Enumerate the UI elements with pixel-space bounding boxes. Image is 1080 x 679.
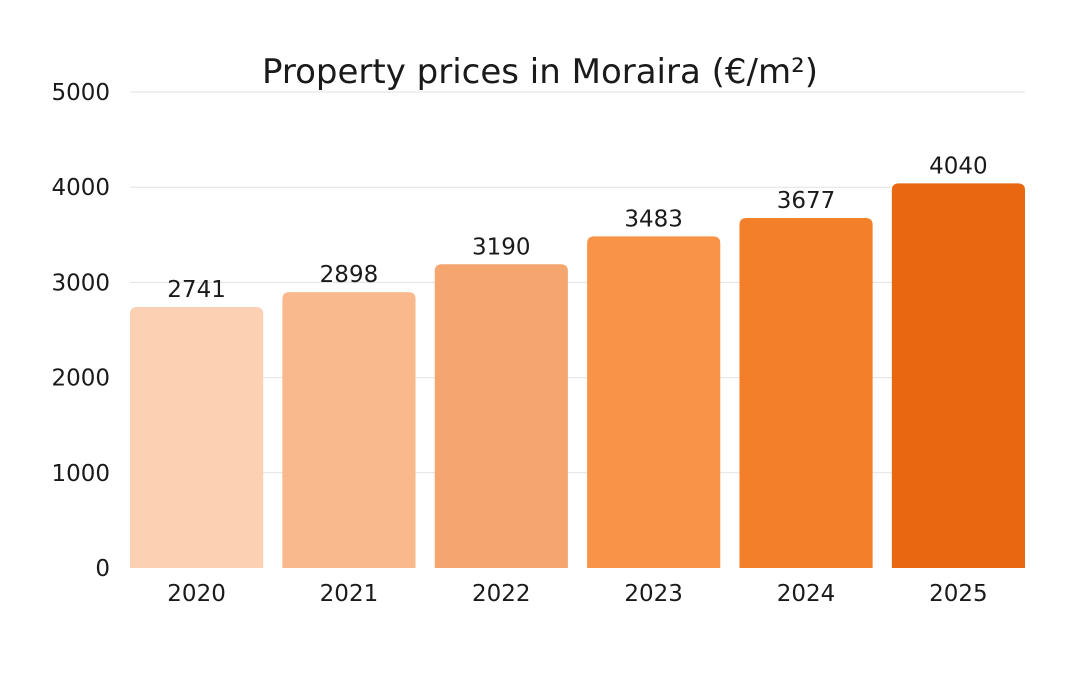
data-label-2021: 2898 [320,262,379,288]
data-label-2023: 3483 [624,206,683,232]
y-tick-label: 4000 [51,175,110,201]
y-tick-label: 3000 [51,270,110,296]
bar-2020 [130,307,264,568]
x-tick-label-2022: 2022 [472,581,531,607]
bar-2021 [282,292,416,568]
x-axis-ticks: 2020 2021 2022 2023 2024 2025 [167,581,987,607]
x-tick-label-2024: 2024 [777,581,836,607]
bars [130,183,1025,569]
bar-2024 [739,217,873,569]
y-tick-label: 5000 [51,80,110,106]
y-tick-label: 1000 [51,461,110,487]
bar-2022 [434,264,568,568]
chart-title: Property prices in Moraira (€/m²) [262,52,818,92]
gridlines [130,91,1025,474]
x-tick-label-2021: 2021 [320,581,379,607]
bar-2025 [891,183,1025,568]
data-label-2025: 4040 [929,153,988,179]
y-tick-label: 0 [95,556,110,582]
x-tick-label-2020: 2020 [167,581,226,607]
y-axis-ticks: 0 1000 2000 3000 4000 5000 [51,80,110,582]
bar-2023 [587,236,721,568]
data-label-2020: 2741 [167,277,226,303]
y-tick-label: 2000 [51,366,110,392]
data-labels: 2741 2898 3190 3483 3677 4040 [167,153,987,303]
data-label-2024: 3677 [777,188,836,214]
x-tick-label-2025: 2025 [929,581,988,607]
x-tick-label-2023: 2023 [624,581,683,607]
data-label-2022: 3190 [472,234,531,260]
